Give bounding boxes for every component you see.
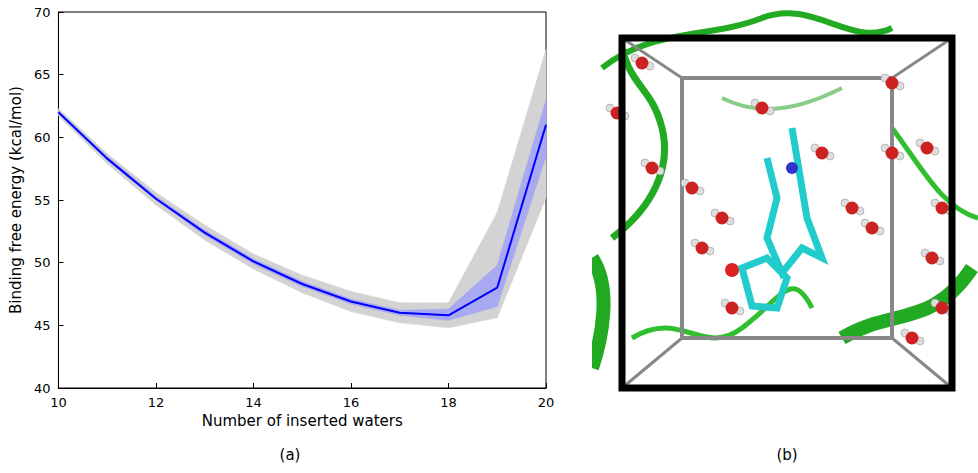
svg-text:55: 55 (34, 193, 51, 208)
svg-text:10: 10 (50, 395, 67, 410)
svg-text:70: 70 (34, 5, 51, 20)
svg-text:Binding free energy (kcal/mol): Binding free energy (kcal/mol) (7, 86, 25, 314)
svg-text:20: 20 (538, 395, 555, 410)
html-text:(a): (a) (279, 446, 301, 464)
svg-text:12: 12 (148, 395, 165, 410)
svg-text:16: 16 (343, 395, 360, 410)
html-text:(b): (b) (776, 446, 798, 464)
svg-text:50: 50 (34, 255, 51, 270)
svg-text:45: 45 (34, 318, 51, 333)
svg-text:14: 14 (245, 395, 262, 410)
svg-text:Number of inserted waters: Number of inserted waters (202, 412, 403, 430)
svg-text:60: 60 (34, 130, 51, 145)
svg-text:40: 40 (34, 381, 51, 396)
svg-text:18: 18 (440, 395, 457, 410)
svg-text:65: 65 (34, 67, 51, 82)
